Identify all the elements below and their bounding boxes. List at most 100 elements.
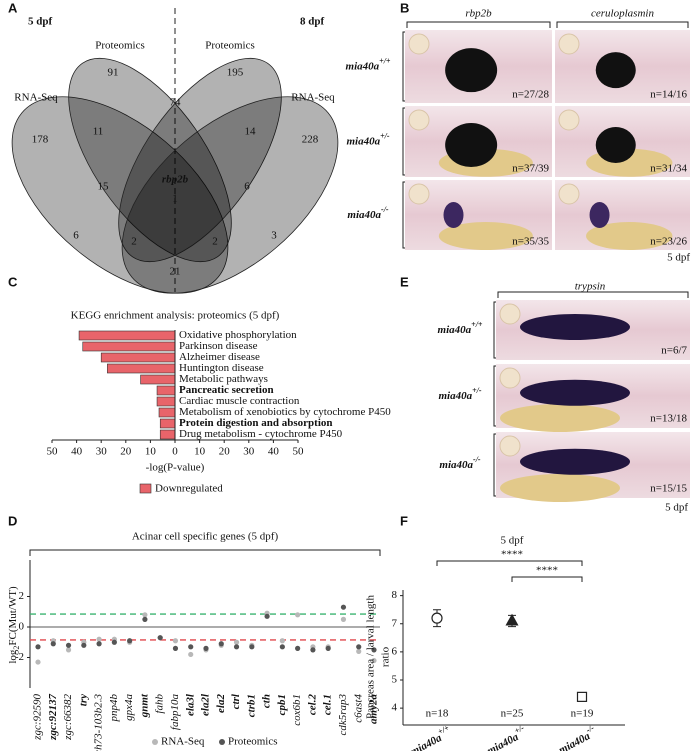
count: 178 (32, 134, 49, 146)
gene: mia40a (346, 60, 380, 72)
x-tick-label: 30 (96, 446, 108, 458)
genotype: +/+ (471, 320, 483, 329)
y-label-part: FC(Mut/WT) (7, 586, 19, 646)
gene: mia40a (346, 135, 380, 147)
x-tick-label: 20 (120, 446, 132, 458)
count: 21 (170, 266, 181, 278)
stain (520, 379, 630, 406)
count: 195 (227, 67, 244, 79)
yolk (500, 404, 620, 432)
dot (325, 645, 331, 651)
stain (595, 52, 636, 89)
row-label: mia40a-/- (347, 205, 389, 221)
n-label: n=19 (571, 708, 594, 720)
dot (371, 647, 377, 653)
center-gene: rbp2b (162, 174, 189, 186)
panel-letter: C (8, 274, 18, 289)
eye (558, 33, 580, 55)
dot (65, 647, 72, 653)
n-label: n=25 (501, 708, 524, 720)
dot (356, 648, 362, 655)
x-tick-label: zgc:92137 (47, 694, 59, 741)
dot (172, 645, 179, 651)
panel-letter: A (8, 0, 18, 15)
x-tick-label: pnp4b (108, 694, 120, 723)
n-label: n=14/16 (650, 89, 687, 101)
eye (558, 109, 580, 131)
x-tick-label: zgc:92590 (32, 694, 44, 741)
x-tick-label: gnmt (138, 693, 150, 718)
x-tick-label: cth (261, 694, 273, 708)
x-tick-label: cel.1 (322, 694, 334, 715)
n-label: n=18 (426, 708, 449, 720)
y-label: log2FC(Mut/WT) (7, 586, 21, 664)
dot (157, 635, 163, 641)
stage-label: 8 dpf (300, 16, 324, 28)
x-tick-label: ela2l (200, 693, 212, 716)
category-label: Parkinson disease (179, 340, 258, 352)
legend-dot (219, 739, 225, 745)
set-label: RNA-Seq (291, 92, 335, 104)
count: 91 (108, 67, 119, 79)
dot (96, 636, 102, 642)
count: 6 (244, 181, 250, 193)
x-tick-label: ctrb1 (245, 694, 257, 717)
category-label: Oxidative phosphorylation (179, 329, 297, 341)
x-tick-label: 10 (194, 446, 206, 458)
x-tick-label: cox6b1 (291, 694, 303, 726)
genotype: +/- (472, 386, 482, 395)
category-label: Pancreatic secretion (179, 384, 274, 396)
dot (340, 604, 347, 610)
yolk (586, 222, 673, 250)
genotype: +/- (513, 723, 526, 736)
stage-label: 5 dpf (667, 252, 690, 264)
dot (188, 651, 194, 658)
gene: mia40a (347, 209, 381, 221)
gene: mia40a (438, 390, 472, 402)
gene: mia40a (438, 324, 472, 336)
count: 14 (245, 126, 257, 138)
row-label: mia40a+/- (346, 131, 389, 147)
yolk (500, 474, 620, 502)
stain (445, 123, 498, 168)
stain (595, 127, 636, 164)
x-tick-label: ela2 (215, 694, 227, 713)
n-label: n=31/34 (650, 163, 687, 175)
set-label: RNA-Seq (14, 92, 58, 104)
panel-letter: B (400, 0, 409, 15)
bar (82, 341, 176, 352)
y-tick-label: 7 (392, 617, 398, 629)
x-tick-label: 50 (293, 446, 305, 458)
category-label: Protein digestion and absorption (179, 417, 333, 429)
x-tick-label: cel.2 (306, 694, 318, 716)
y-label: ratio (380, 646, 392, 667)
y-tick-label: 5 (392, 674, 398, 686)
bracket (497, 291, 689, 298)
y-tick-label: 8 (392, 589, 398, 601)
dot (127, 638, 133, 644)
sig-bracket (511, 576, 583, 582)
dot (340, 616, 347, 622)
eye (499, 435, 521, 457)
bar (159, 429, 176, 440)
dot (172, 638, 179, 644)
bar (100, 352, 176, 363)
dot (279, 644, 285, 650)
row-label: mia40a+/+ (438, 320, 483, 336)
dot (35, 659, 41, 665)
x-tick-label: 50 (47, 446, 59, 458)
y-tick-label: 2 (19, 590, 25, 602)
n-label: n=27/28 (512, 89, 549, 101)
legend-label: Proteomics (228, 736, 278, 748)
dot (218, 641, 224, 647)
dot (142, 616, 148, 622)
count: 2 (131, 236, 137, 248)
legend-dot (152, 739, 158, 745)
column-header: trypsin (575, 281, 606, 293)
stain (589, 202, 610, 228)
x-label: -log(P-value) (146, 462, 205, 474)
x-tick-label: 30 (243, 446, 255, 458)
dot (81, 642, 87, 648)
marker (576, 691, 588, 702)
x-tick-label: amy2a (368, 694, 380, 724)
